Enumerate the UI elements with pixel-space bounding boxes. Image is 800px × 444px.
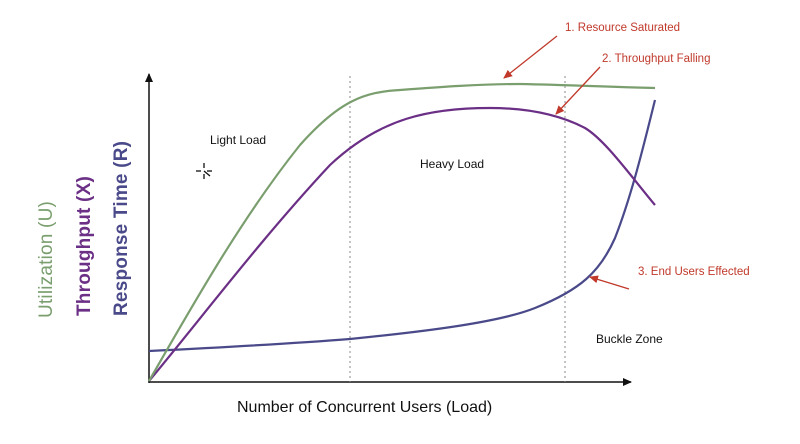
annotation-throughput-falling: 2. Throughput Falling <box>602 53 711 65</box>
response-time-curve <box>148 99 657 353</box>
throughput-curve <box>148 106 656 382</box>
annotation-resource-saturated: 1. Resource Saturated <box>565 22 681 34</box>
buckle-zone-label: Buckle Zone <box>596 332 663 346</box>
utilization-curve <box>148 82 656 382</box>
cursor-icon <box>196 163 212 179</box>
x-axis-label: Number of Concurrent Users (Load) <box>237 399 493 416</box>
y-axis-label-response-time: Response Time (R) <box>111 140 132 316</box>
y-axis-label-utilization: Utilization (U) <box>36 200 57 318</box>
annotation-arrow-1 <box>503 35 558 79</box>
heavy-load-label: Heavy Load <box>420 157 485 171</box>
annotation-end-users-effected: 3. End Users Effected <box>638 266 750 278</box>
y-axis-label-throughput: Throughput (X) <box>74 176 95 316</box>
annotation-arrow-2 <box>555 66 601 115</box>
light-load-label: Light Load <box>210 133 267 147</box>
annotation-arrow-3 <box>589 275 630 290</box>
